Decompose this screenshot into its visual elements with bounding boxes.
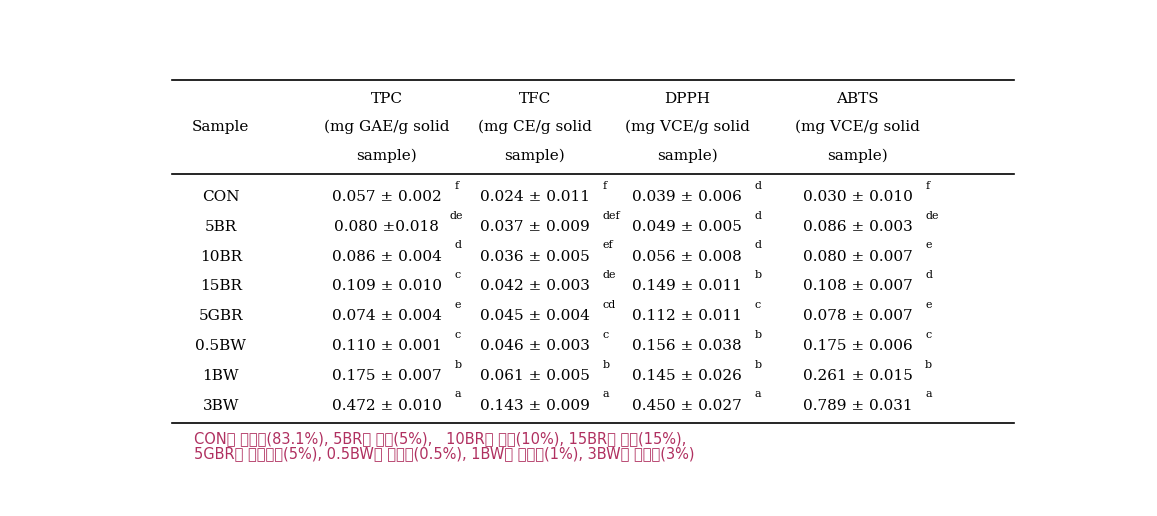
Text: TPC: TPC <box>370 92 403 106</box>
Text: def: def <box>603 211 620 221</box>
Text: b: b <box>754 360 761 369</box>
Text: ef: ef <box>603 240 613 250</box>
Text: d: d <box>754 181 761 191</box>
Text: ABTS: ABTS <box>837 92 879 106</box>
Text: 0.056 ± 0.008: 0.056 ± 0.008 <box>632 250 742 264</box>
Text: 0.086 ± 0.004: 0.086 ± 0.004 <box>332 250 442 264</box>
Text: Sample: Sample <box>192 120 250 134</box>
Text: 0.037 ± 0.009: 0.037 ± 0.009 <box>480 220 590 234</box>
Text: 0.057 ± 0.002: 0.057 ± 0.002 <box>332 190 442 204</box>
Text: cd: cd <box>603 300 616 310</box>
Text: b: b <box>754 330 761 340</box>
Text: d: d <box>926 270 933 280</box>
Text: b: b <box>926 360 933 369</box>
Text: 5BR: 5BR <box>205 220 237 234</box>
Text: 0.086 ± 0.003: 0.086 ± 0.003 <box>803 220 913 234</box>
Text: 0.789 ± 0.031: 0.789 ± 0.031 <box>803 398 912 413</box>
Text: e: e <box>926 300 931 310</box>
Text: (mg VCE/g solid: (mg VCE/g solid <box>625 120 750 134</box>
Text: 0.149 ± 0.011: 0.149 ± 0.011 <box>632 279 742 294</box>
Text: sample): sample) <box>356 149 418 163</box>
Text: 0.045 ± 0.004: 0.045 ± 0.004 <box>480 309 590 323</box>
Text: 0.046 ± 0.003: 0.046 ± 0.003 <box>480 339 590 353</box>
Text: 0.472 ± 0.010: 0.472 ± 0.010 <box>332 398 442 413</box>
Text: a: a <box>455 390 460 399</box>
Text: 0.042 ± 0.003: 0.042 ± 0.003 <box>480 279 590 294</box>
Text: 1BW: 1BW <box>202 369 239 383</box>
Text: (mg CE/g solid: (mg CE/g solid <box>478 120 591 134</box>
Text: c: c <box>754 300 761 310</box>
Text: 0.036 ± 0.005: 0.036 ± 0.005 <box>480 250 590 264</box>
Text: 0.061 ± 0.005: 0.061 ± 0.005 <box>480 369 590 383</box>
Text: (mg GAE/g solid: (mg GAE/g solid <box>324 120 449 134</box>
Text: 0.078 ± 0.007: 0.078 ± 0.007 <box>803 309 912 323</box>
Text: 10BR: 10BR <box>200 250 242 264</box>
Text: DPPH: DPPH <box>664 92 710 106</box>
Text: 0.049 ± 0.005: 0.049 ± 0.005 <box>632 220 742 234</box>
Text: 0.261 ± 0.015: 0.261 ± 0.015 <box>803 369 913 383</box>
Text: c: c <box>455 270 460 280</box>
Text: 0.030 ± 0.010: 0.030 ± 0.010 <box>803 190 913 204</box>
Text: (mg VCE/g solid: (mg VCE/g solid <box>795 120 920 134</box>
Text: d: d <box>455 240 462 250</box>
Text: b: b <box>754 270 761 280</box>
Text: 15BR: 15BR <box>200 279 242 294</box>
Text: de: de <box>926 211 938 221</box>
Text: e: e <box>455 300 460 310</box>
Text: 0.108 ± 0.007: 0.108 ± 0.007 <box>803 279 913 294</box>
Text: 0.080 ±0.018: 0.080 ±0.018 <box>334 220 440 234</box>
Text: 0.110 ± 0.001: 0.110 ± 0.001 <box>332 339 442 353</box>
Text: a: a <box>926 390 931 399</box>
Text: 0.175 ± 0.007: 0.175 ± 0.007 <box>332 369 442 383</box>
Text: 0.024 ± 0.011: 0.024 ± 0.011 <box>480 190 590 204</box>
Text: 0.080 ± 0.007: 0.080 ± 0.007 <box>803 250 913 264</box>
Text: f: f <box>926 181 929 191</box>
Text: d: d <box>754 211 761 221</box>
Text: CON： 일반미(83.1%), 5BR： 현미(5%),   10BR： 현미(10%), 15BR： 현미(15%),: CON： 일반미(83.1%), 5BR： 현미(5%), 10BR： 현미(1… <box>194 431 686 446</box>
Text: c: c <box>455 330 460 340</box>
Text: TFC: TFC <box>518 92 551 106</box>
Text: d: d <box>754 240 761 250</box>
Text: c: c <box>926 330 931 340</box>
Text: 0.074 ± 0.004: 0.074 ± 0.004 <box>332 309 442 323</box>
Text: 5GBR： 발아현미(5%), 0.5BW： 솔메밀(0.5%), 1BW： 솔메밀(1%), 3BW： 솔메밀(3%): 5GBR： 발아현미(5%), 0.5BW： 솔메밀(0.5%), 1BW： 솔… <box>194 446 694 461</box>
Text: 0.175 ± 0.006: 0.175 ± 0.006 <box>803 339 913 353</box>
Text: a: a <box>754 390 761 399</box>
Text: 0.109 ± 0.010: 0.109 ± 0.010 <box>332 279 442 294</box>
Text: sample): sample) <box>504 149 565 163</box>
Text: de: de <box>449 211 463 221</box>
Text: a: a <box>603 390 609 399</box>
Text: 5GBR: 5GBR <box>199 309 243 323</box>
Text: 0.145 ± 0.026: 0.145 ± 0.026 <box>632 369 742 383</box>
Text: 3BW: 3BW <box>202 398 239 413</box>
Text: de: de <box>603 270 616 280</box>
Text: 0.156 ± 0.038: 0.156 ± 0.038 <box>633 339 742 353</box>
Text: CON: CON <box>202 190 239 204</box>
Text: f: f <box>603 181 606 191</box>
Text: e: e <box>926 240 931 250</box>
Text: b: b <box>603 360 610 369</box>
Text: 0.450 ± 0.027: 0.450 ± 0.027 <box>632 398 742 413</box>
Text: sample): sample) <box>827 149 887 163</box>
Text: 0.039 ± 0.006: 0.039 ± 0.006 <box>632 190 742 204</box>
Text: c: c <box>603 330 609 340</box>
Text: 0.143 ± 0.009: 0.143 ± 0.009 <box>480 398 590 413</box>
Text: 0.5BW: 0.5BW <box>196 339 246 353</box>
Text: b: b <box>455 360 462 369</box>
Text: 0.112 ± 0.011: 0.112 ± 0.011 <box>632 309 742 323</box>
Text: sample): sample) <box>657 149 717 163</box>
Text: f: f <box>455 181 458 191</box>
